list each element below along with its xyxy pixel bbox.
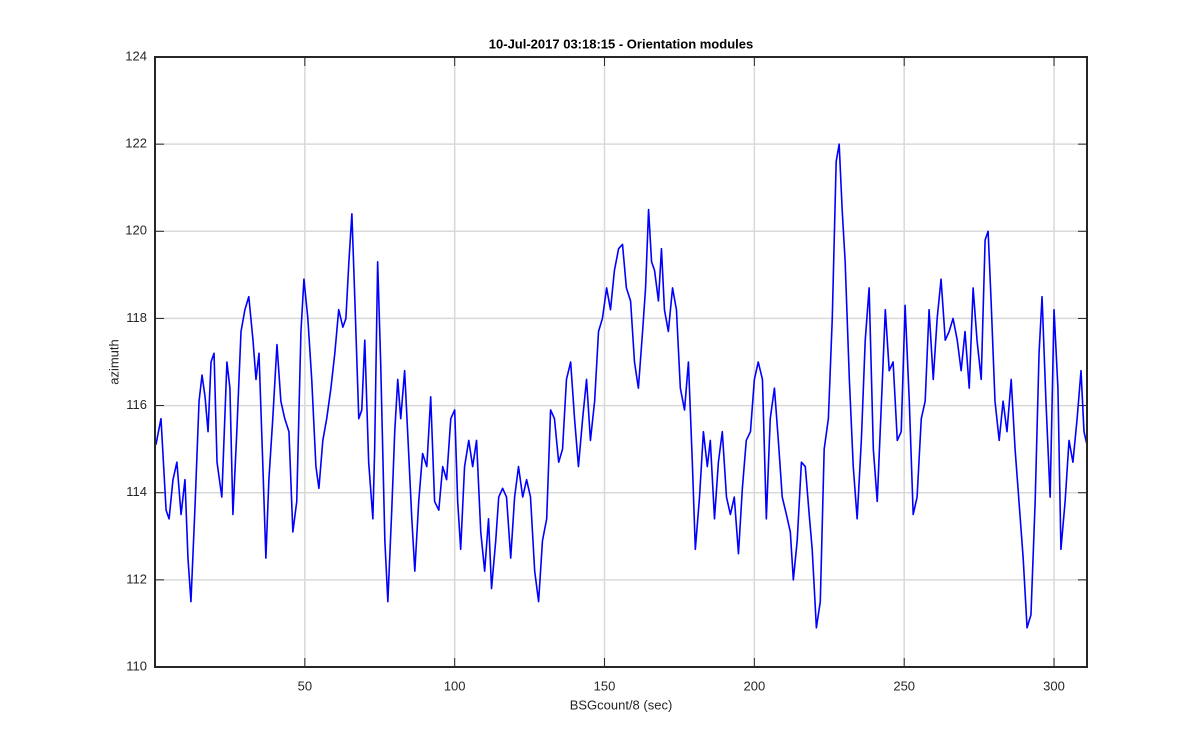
x-tick-label: 100	[444, 678, 466, 693]
y-tick-label: 114	[126, 484, 147, 499]
x-tick-label: 300	[1043, 678, 1065, 693]
y-tick-label: 116	[126, 397, 147, 412]
x-tick-label: 200	[744, 678, 766, 693]
y-tick-label: 124	[125, 48, 147, 63]
y-tick-label: 120	[125, 223, 147, 238]
y-tick-label: 110	[126, 658, 147, 673]
x-tick-label: 50	[298, 678, 312, 693]
data-line	[155, 143, 1088, 629]
x-tick-label: 250	[893, 678, 915, 693]
axes-box	[154, 56, 1088, 668]
y-tick-label: 112	[126, 571, 147, 586]
x-tick-label: 150	[594, 678, 616, 693]
chart-title: 10-Jul-2017 03:18:15 - Orientation modul…	[489, 36, 753, 51]
plot-area	[155, 57, 1087, 667]
y-tick-label: 122	[125, 136, 147, 151]
y-tick-label: 118	[126, 310, 147, 325]
y-axis-label: azimuth	[106, 339, 121, 385]
x-axis-label: BSGcount/8 (sec)	[570, 697, 673, 712]
